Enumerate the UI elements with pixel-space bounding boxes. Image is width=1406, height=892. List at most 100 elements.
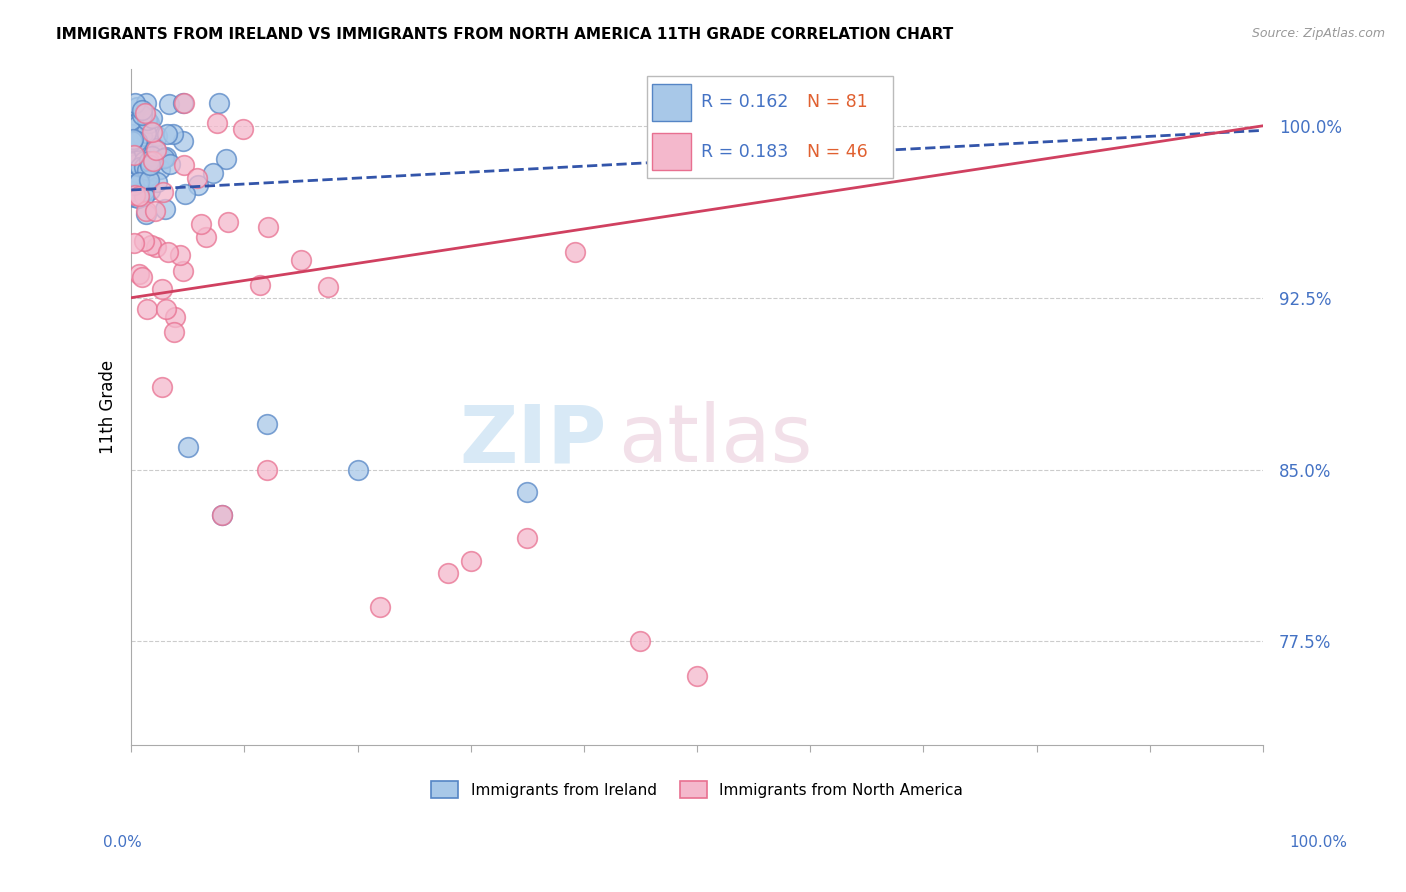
Point xyxy=(124,148,146,162)
Point xyxy=(136,169,159,183)
Point xyxy=(128,268,150,282)
Point xyxy=(256,462,278,476)
Point xyxy=(125,135,148,149)
Point xyxy=(124,187,146,202)
Point xyxy=(128,175,150,189)
Point xyxy=(122,151,145,165)
Point xyxy=(127,191,149,205)
Point xyxy=(129,147,152,161)
Point xyxy=(122,160,145,174)
Legend: Immigrants from Ireland, Immigrants from North America: Immigrants from Ireland, Immigrants from… xyxy=(425,774,969,805)
Point xyxy=(132,161,155,175)
Point xyxy=(187,178,209,193)
Point xyxy=(686,669,709,683)
Point xyxy=(124,95,146,110)
Point xyxy=(125,116,148,130)
Point xyxy=(135,207,157,221)
Point xyxy=(564,245,586,260)
Point xyxy=(630,634,652,648)
Point xyxy=(122,178,145,193)
Point xyxy=(121,134,143,148)
Point xyxy=(173,158,195,172)
Point xyxy=(141,137,163,152)
Point xyxy=(162,127,184,141)
Point xyxy=(134,105,156,120)
Point xyxy=(135,95,157,110)
Point xyxy=(121,154,143,169)
Point xyxy=(190,217,212,231)
Point xyxy=(173,95,195,110)
Point xyxy=(129,160,152,174)
Point xyxy=(136,163,159,178)
Text: 0.0%: 0.0% xyxy=(103,836,142,850)
Point xyxy=(132,234,155,248)
Point xyxy=(138,164,160,178)
Point xyxy=(256,220,278,235)
Point xyxy=(145,143,167,157)
Point xyxy=(211,508,233,523)
Point xyxy=(127,146,149,161)
Point xyxy=(139,238,162,252)
Point xyxy=(159,157,181,171)
Point xyxy=(134,184,156,198)
Point xyxy=(155,151,177,165)
Point xyxy=(169,248,191,262)
Point xyxy=(134,189,156,203)
Point xyxy=(316,280,339,294)
Point xyxy=(128,136,150,150)
Point xyxy=(145,239,167,253)
Point xyxy=(121,184,143,198)
Point xyxy=(516,532,538,546)
Point xyxy=(208,95,231,110)
FancyBboxPatch shape xyxy=(652,84,692,121)
Point xyxy=(134,154,156,169)
Point xyxy=(155,301,177,316)
Point xyxy=(150,380,173,394)
Point xyxy=(121,155,143,169)
Point xyxy=(202,166,225,180)
Point xyxy=(136,169,159,183)
Point xyxy=(141,149,163,163)
Point xyxy=(232,122,254,136)
Point xyxy=(139,157,162,171)
Point xyxy=(124,132,146,146)
Point xyxy=(215,153,238,167)
Text: atlas: atlas xyxy=(617,401,813,479)
Text: R = 0.183: R = 0.183 xyxy=(700,143,789,161)
Point xyxy=(249,277,271,292)
Y-axis label: 11th Grade: 11th Grade xyxy=(100,359,117,454)
Point xyxy=(121,131,143,145)
Point xyxy=(138,158,160,172)
Point xyxy=(121,147,143,161)
Point xyxy=(152,186,174,200)
Point xyxy=(128,143,150,157)
Point xyxy=(152,151,174,165)
Text: R = 0.162: R = 0.162 xyxy=(700,94,789,112)
Point xyxy=(217,215,239,229)
Text: N = 81: N = 81 xyxy=(807,94,868,112)
Point xyxy=(143,141,166,155)
Point xyxy=(135,112,157,127)
Point xyxy=(125,157,148,171)
Point xyxy=(141,124,163,138)
Point xyxy=(132,145,155,159)
Point xyxy=(145,203,167,218)
Point xyxy=(138,153,160,168)
Point xyxy=(346,462,368,476)
Point xyxy=(135,126,157,140)
Point xyxy=(127,118,149,132)
Point xyxy=(172,95,194,110)
Point xyxy=(127,138,149,153)
Point xyxy=(177,440,200,454)
Text: N = 46: N = 46 xyxy=(807,143,868,161)
Point xyxy=(131,129,153,144)
Point xyxy=(157,245,180,260)
Text: 100.0%: 100.0% xyxy=(1289,836,1347,850)
Point xyxy=(163,310,186,325)
Point xyxy=(131,270,153,285)
Point xyxy=(159,96,181,111)
FancyBboxPatch shape xyxy=(647,76,893,178)
Point xyxy=(131,103,153,118)
FancyBboxPatch shape xyxy=(652,133,692,170)
Point xyxy=(145,129,167,144)
